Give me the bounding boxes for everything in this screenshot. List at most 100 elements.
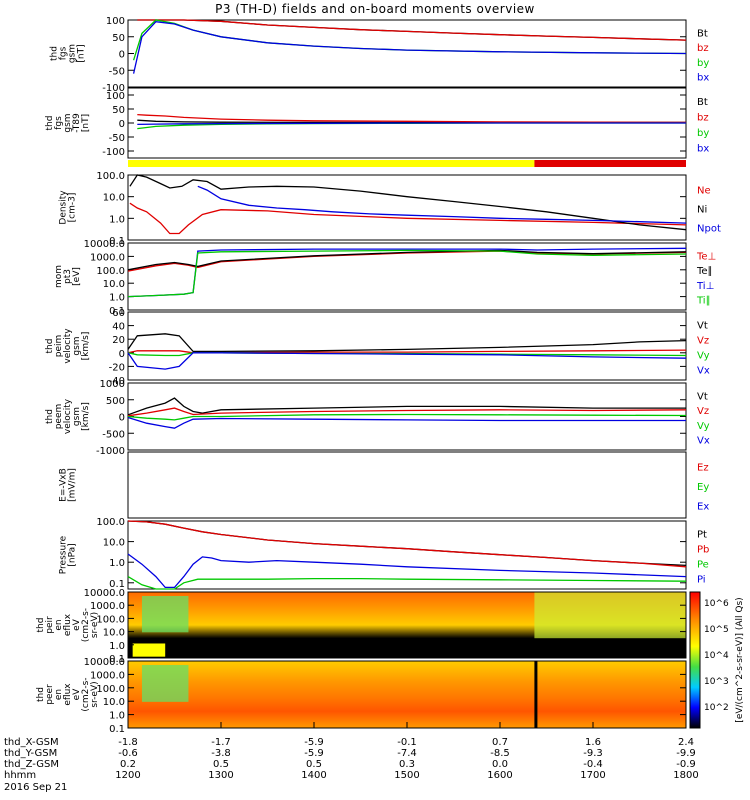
legend-entry: Vt [697, 321, 708, 332]
panel-fgs-gsm-dipole: 100 50 0 -50 -100 thd fgs gsm -T89 [nT] Bt bz by bx [45, 87, 709, 159]
legend-entry: Ne [697, 186, 711, 197]
y-tick-label: 50 [112, 105, 125, 116]
legend-entry: Ti⊥ [696, 281, 714, 292]
y-axis-label: thd [45, 339, 55, 354]
y-axis-label: fgs [59, 46, 69, 60]
y-axis-label: sr-eV) [90, 612, 100, 638]
legend-entry: bz [697, 43, 709, 54]
legend-entry: Pb [697, 545, 709, 556]
y-axis-label: velocity [63, 328, 73, 364]
series-bz [137, 113, 687, 124]
heatmap-field [128, 661, 686, 728]
legend-entry: Bt [697, 28, 708, 39]
y-tick-label: -50 [109, 66, 125, 77]
y-tick-label: 1000 [100, 379, 125, 390]
y-tick-label: -40 [109, 376, 125, 387]
y-tick-label: 0 [119, 349, 125, 360]
y-tick-label: 0.1 [109, 236, 125, 247]
y-axis-label: velocity [63, 398, 73, 434]
y-tick-label: 10000.0 [84, 588, 125, 599]
y-axis-label: thd [36, 687, 46, 702]
y-tick-label: 0.1 [109, 654, 125, 665]
panel-efield: E=-VxB [mV/m] Ez Ey Ex [59, 451, 709, 519]
y-tick-label: 1.0 [109, 558, 125, 569]
colorbar-tick: 10^3 [704, 677, 729, 687]
y-tick-label: 100 [106, 16, 125, 27]
legend-entry: Vt [697, 391, 708, 402]
y-axis-label: [nPa] [68, 543, 78, 566]
y-tick-label: 10.0 [103, 279, 125, 290]
panel-pressure: 100.0 10.0 1.0 0.1 Pressure [nPa] Pt Pb Pe Pi [59, 517, 710, 590]
y-tick-label: -1000 [96, 446, 125, 457]
x-tick-label: 1600 [487, 770, 512, 781]
x-tick-label: -9.9 [676, 748, 696, 759]
panel-peem-velocity: 1000 500 0 -500 -1000 thd peem velocity gsm [km/s… [45, 379, 710, 457]
y-tick-label: 10000.0 [84, 657, 125, 668]
y-axis-label: en [54, 619, 64, 630]
legend-entry: bz [697, 112, 709, 123]
chart-title: P3 (TH-D) fields and on-board moments ov… [215, 2, 535, 16]
y-axis-label: eflux [63, 683, 73, 706]
y-tick-label: 100.0 [96, 517, 125, 528]
legend-entry: Npot [697, 224, 721, 235]
y-axis-label: [km/s] [81, 332, 91, 361]
y-axis-label: [nT] [81, 114, 91, 132]
y-axis-label: [nT] [77, 44, 87, 62]
series-Pt [127, 520, 687, 567]
y-axis-label: gsm [72, 407, 82, 426]
series-Pi [127, 553, 687, 589]
y-tick-label: 1.0 [109, 711, 125, 722]
panel-fgs-gsm: 100 50 0 -50 -100 thd fgs gsm [nT] Bt bz by bx [50, 16, 710, 94]
colorbar-label: [eV/(cm^2-s-sr-eV)] (All Qs) [735, 597, 745, 722]
legend-entry: Pt [697, 530, 707, 541]
y-tick-label: -500 [102, 429, 125, 440]
y-axis-label: Pressure [59, 535, 69, 574]
x-tick-label: -0.9 [676, 759, 696, 770]
y-axis-label: peir [45, 616, 55, 634]
y-axis-label: E=-VxB [59, 468, 69, 502]
y-axis-label: gsm [72, 336, 82, 355]
panel-peim-velocity: 60 40 20 0 -20 -40 thd peim velocity gsm [km/s] Vt V… [45, 308, 710, 387]
x-tick-label: -5.9 [304, 748, 324, 759]
y-axis-label: thd [45, 409, 55, 424]
heatmap-gap [534, 661, 538, 728]
legend-entry: bx [697, 143, 709, 154]
y-tick-label: 0.1 [109, 724, 125, 735]
y-tick-label: 500 [106, 396, 125, 407]
y-tick-label: 100 [106, 91, 125, 102]
y-axis-label: thd [45, 116, 55, 131]
legend-entry: Te∥ [696, 266, 713, 277]
series-Ni [129, 174, 687, 231]
series-Pe [127, 576, 687, 590]
y-axis-label: peim [54, 335, 64, 358]
x-tick-label: 0.7 [492, 737, 508, 748]
series-Te∥ [127, 249, 687, 271]
heatmap-patch [534, 592, 686, 639]
y-tick-label: 10.0 [103, 697, 125, 708]
y-tick-label: 0 [119, 413, 125, 424]
series-Npot [197, 185, 687, 224]
legend-entry: Ey [697, 482, 709, 493]
legend-entry: by [697, 58, 709, 69]
legend-entry: Vx [697, 436, 710, 447]
colorbar-tick: 10^6 [704, 599, 729, 609]
x-tick-label: -3.8 [211, 748, 231, 759]
y-tick-label: 60 [112, 308, 125, 319]
heatmap-patch [141, 596, 189, 633]
legend-entry: Vz [697, 406, 709, 417]
series-Vx [127, 416, 686, 429]
y-tick-label: 100.0 [96, 266, 125, 277]
y-tick-label: 0 [119, 119, 125, 130]
y-tick-label: 40 [112, 322, 125, 333]
x-tick-label: -0.4 [583, 759, 603, 770]
legend-entry: Vz [697, 336, 709, 347]
x-tick-label: -0.1 [397, 737, 417, 748]
legend-entry: Bt [697, 97, 708, 108]
x-tick-label: 0.5 [213, 759, 229, 770]
series-Vz [127, 407, 687, 417]
legend-entry: Ex [697, 501, 709, 512]
x-tick-label: 1500 [394, 770, 419, 781]
colorbar-tick: 10^4 [704, 651, 729, 661]
y-axis-label: -T89 [72, 113, 82, 133]
